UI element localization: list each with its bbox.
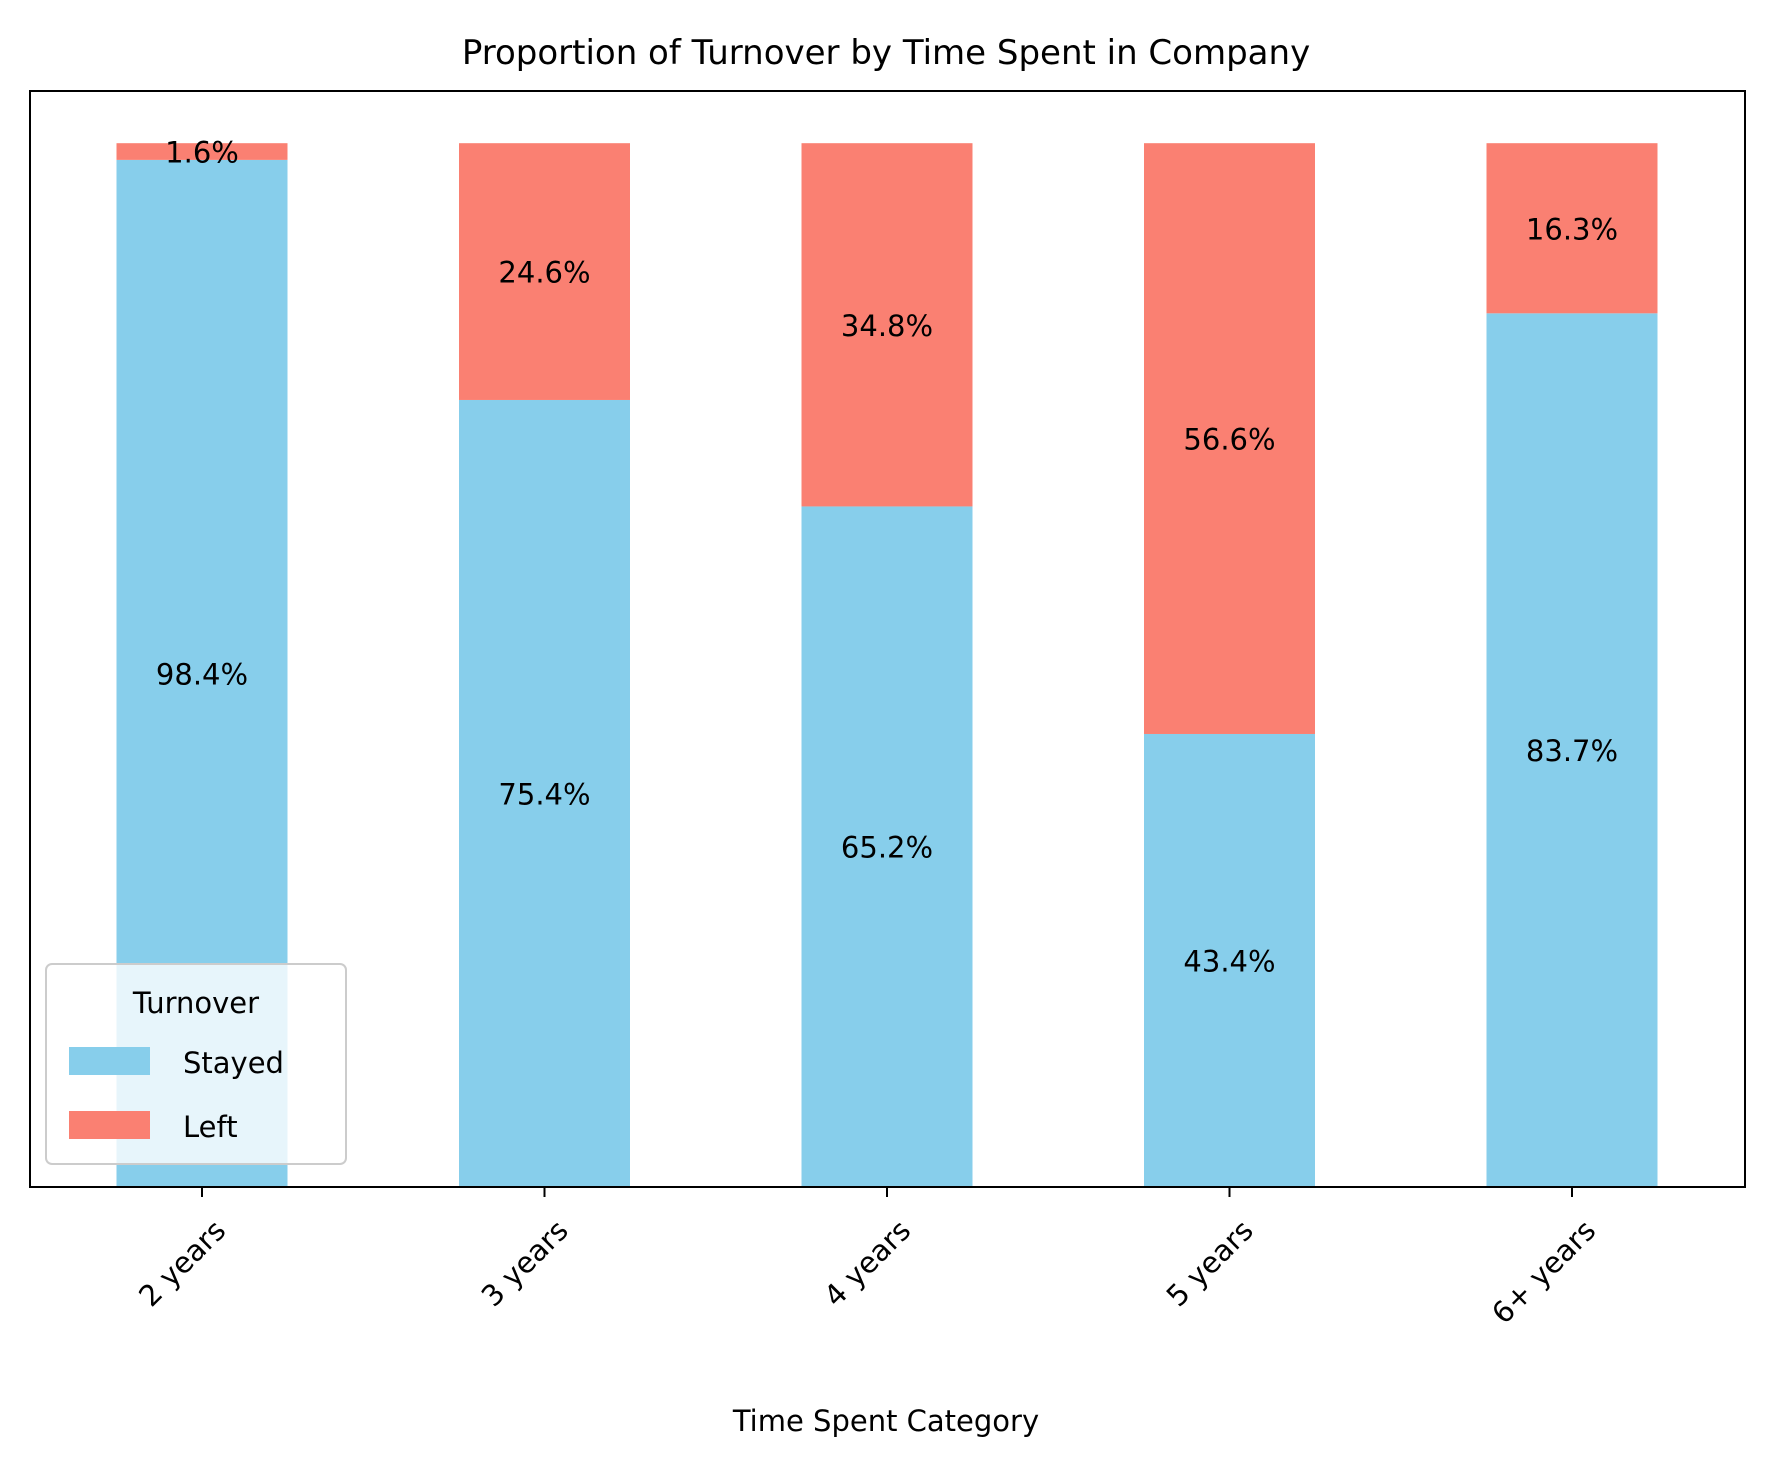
legend: Turnover Stayed Left: [45, 963, 347, 1165]
bar-stayed-6-years: [1486, 313, 1658, 1187]
legend-swatch-stayed: [69, 1047, 150, 1075]
legend-label-stayed: Stayed: [183, 1046, 284, 1080]
bar-label-stayed-3-years: 75.4%: [498, 777, 590, 811]
bar-left-5-years: [1144, 143, 1315, 734]
bar-stayed-5-years: [1144, 733, 1315, 1187]
bar-left-4-years: [801, 143, 973, 507]
bar-label-left-3-years: 24.6%: [498, 256, 590, 290]
bar-label-left-2-years: 1.6%: [165, 136, 239, 170]
legend-swatch-left: [69, 1111, 150, 1139]
chart-title: Proportion of Turnover by Time Spent in …: [462, 33, 1310, 73]
x-axis-label: Time Spent Category: [732, 1404, 1039, 1438]
bar-label-stayed-2-years: 98.4%: [156, 657, 248, 691]
legend-label-left: Left: [183, 1110, 238, 1144]
bar-label-left-6-years: 16.3%: [1526, 212, 1618, 246]
bar-labels-layer: 98.4% 1.6% 75.4% 24.6% 65.2% 34.8% 43.4% 56.6% 8…: [156, 136, 1618, 979]
bar-left-6-years: [1486, 143, 1658, 314]
bar-label-stayed-5-years: 43.4%: [1183, 944, 1275, 978]
bar-left-2-years: [116, 143, 288, 160]
bar-label-stayed-6-years: 83.7%: [1526, 734, 1618, 768]
bar-stayed-4-years: [801, 506, 973, 1188]
legend-title: Turnover: [132, 986, 259, 1020]
bar-label-left-4-years: 34.8%: [841, 309, 933, 343]
bar-left-3-years: [459, 143, 630, 400]
bars-layer: [116, 143, 1658, 1188]
bar-stayed-3-years: [459, 399, 630, 1187]
bar-label-stayed-4-years: 65.2%: [841, 831, 933, 865]
bar-label-left-5-years: 56.6%: [1183, 423, 1275, 457]
